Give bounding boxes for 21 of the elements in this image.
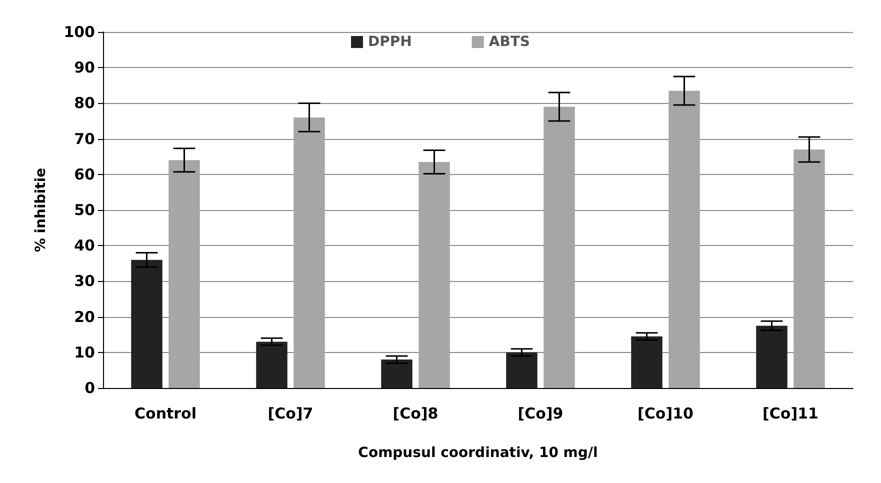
y-tick-label: 90 xyxy=(74,58,95,77)
y-tick-label: 80 xyxy=(74,94,95,112)
x-tick-label: [Co]11 xyxy=(762,404,818,422)
y-tick-label: 0 xyxy=(84,379,95,397)
x-tick-label: [Co]7 xyxy=(268,404,314,422)
x-tick-label: [Co]10 xyxy=(638,404,694,422)
y-axis-title: % inhibitie xyxy=(33,168,49,252)
y-tick-label: 70 xyxy=(74,130,95,148)
legend-label: DPPH xyxy=(368,34,412,50)
y-tick-label: 40 xyxy=(74,236,95,255)
x-tick-label: [Co]9 xyxy=(518,404,564,422)
y-tick-label: 30 xyxy=(74,272,95,290)
y-tick-label: 50 xyxy=(74,201,95,219)
y-tick-label: 60 xyxy=(74,165,95,184)
legend-label: ABTS xyxy=(488,34,530,50)
y-tick-label: 20 xyxy=(74,308,95,326)
x-axis-title: Compusul coordinativ, 10 mg/l xyxy=(358,445,598,461)
y-tick-label: 10 xyxy=(74,343,95,362)
x-tick-label: [Co]8 xyxy=(392,404,438,422)
y-tick-label: 100 xyxy=(64,23,95,41)
x-tick-label: Control xyxy=(134,404,197,422)
